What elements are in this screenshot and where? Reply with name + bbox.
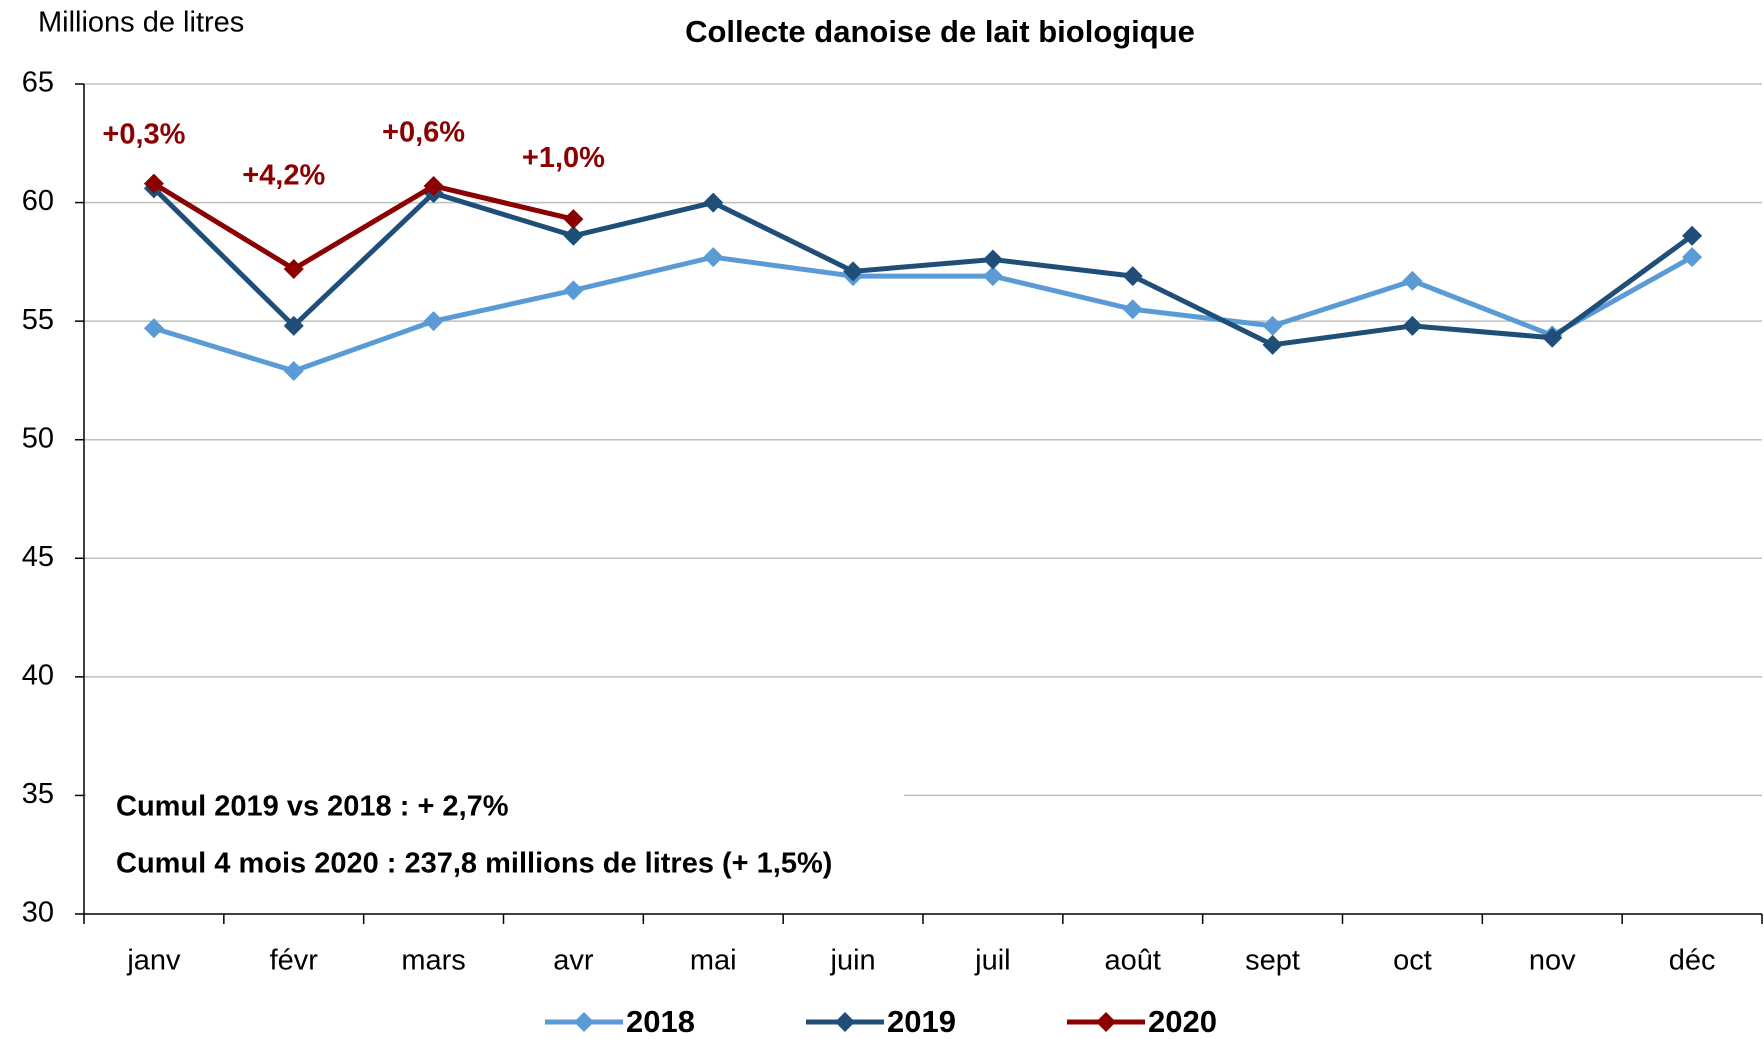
y-tick-label: 55 (22, 304, 54, 336)
note-box (86, 780, 904, 905)
x-tick-label: juin (830, 945, 876, 977)
point-marker (982, 249, 1003, 270)
point-marker (563, 209, 584, 230)
point-marker (703, 247, 724, 268)
y-tick-label: 30 (22, 897, 54, 929)
point-marker (283, 360, 304, 381)
legend-label: 2019 (887, 1004, 956, 1039)
y-tick-label: 35 (22, 778, 54, 810)
y-tick-label: 40 (22, 660, 54, 692)
point-marker (843, 261, 864, 282)
point-marker (982, 266, 1003, 287)
y-tick-label: 45 (22, 541, 54, 573)
legend-marker (835, 1012, 855, 1032)
series-line (152, 186, 1694, 348)
x-tick-label: juil (974, 945, 1010, 977)
y-tick-label: 50 (22, 422, 54, 454)
y-tick-label: 65 (22, 67, 54, 99)
point-marker (1402, 270, 1423, 291)
legend-label: 2020 (1148, 1004, 1217, 1039)
point-marker (283, 258, 304, 279)
annotation: +0,6% (382, 117, 465, 149)
point-marker (143, 318, 164, 339)
point-marker (1542, 327, 1563, 348)
legend-label: 2018 (626, 1004, 695, 1039)
x-tick-label: oct (1393, 945, 1432, 977)
x-tick-label: nov (1529, 945, 1576, 977)
point-marker (1122, 299, 1143, 320)
point-marker (1122, 266, 1143, 287)
point-marker (563, 225, 584, 246)
x-tick-label: janv (126, 945, 181, 977)
legend-marker (1096, 1012, 1116, 1032)
note: Cumul 2019 vs 2018 : + 2,7% (116, 791, 509, 823)
annotation: +1,0% (522, 142, 605, 174)
legend-marker (574, 1012, 594, 1032)
x-tick-label: mai (690, 945, 737, 977)
x-tick-label: févr (270, 945, 319, 977)
point-marker (563, 280, 584, 301)
series-line (152, 181, 574, 272)
point-marker (1682, 247, 1703, 268)
chart-title: Collecte danoise de lait biologique (685, 14, 1195, 49)
annotation: +0,3% (102, 118, 185, 150)
x-tick-label: avr (553, 945, 594, 977)
x-tick-label: août (1105, 945, 1161, 977)
note: Cumul 4 mois 2020 : 237,8 millions de li… (116, 848, 832, 880)
series-line (153, 254, 1694, 374)
y-tick-label: 60 (22, 185, 54, 217)
point-marker (1262, 315, 1283, 336)
x-tick-label: sept (1245, 945, 1300, 977)
x-tick-label: déc (1669, 945, 1716, 977)
point-marker (143, 173, 164, 194)
point-marker (703, 192, 724, 213)
point-marker (283, 315, 304, 336)
point-marker (1262, 334, 1283, 355)
point-marker (423, 175, 444, 196)
x-tick-label: mars (401, 945, 465, 977)
annotation: +4,2% (242, 160, 325, 192)
y-axis-label: Millions de litres (38, 7, 244, 39)
point-marker (1402, 315, 1423, 336)
point-marker (1682, 225, 1703, 246)
point-marker (423, 311, 444, 332)
